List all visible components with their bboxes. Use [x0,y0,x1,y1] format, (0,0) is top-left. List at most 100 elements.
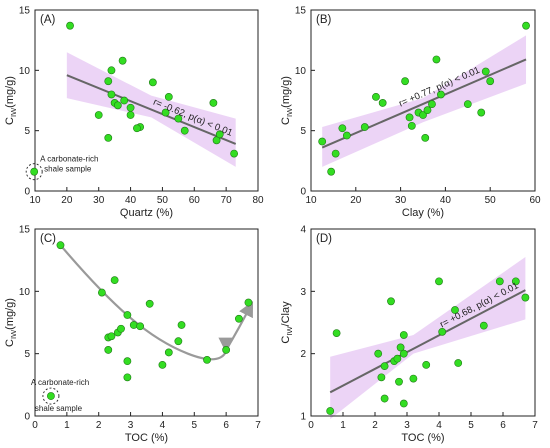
data-point [161,108,170,117]
y-tick-label: 15 [19,225,31,236]
data-point [107,90,116,99]
data-point [244,298,253,307]
y-tick-label: 0 [24,412,30,423]
confidence-band [322,35,527,167]
data-point [120,96,129,105]
outlier-marker-ring [25,163,43,181]
y-axis-label: CIW(mg/g) [280,76,294,125]
plot-frame [310,228,536,417]
data-point [521,293,530,302]
data-point [451,306,459,314]
data-point [423,106,432,115]
trend-arrow-decline [59,244,234,361]
outlier-legend-label: A carbonate-rich [31,378,89,387]
y-axis-label: CIW/Clay [280,301,294,344]
outlier-point [47,392,55,400]
y-axis-label: CIW(mg/g) [4,76,18,125]
y-tick-label: 3 [300,287,306,298]
x-tick-label: 6 [223,420,229,431]
panel-label: (A) [40,14,56,26]
data-point [123,311,132,319]
outlier-legend-label: shale sample [35,404,83,413]
panel-1: 10 20 30 40 50 60 70 80 0 5 10 15 (A) Quartz (%) CIW(m… [4,6,264,220]
data-point [104,134,113,142]
data-point [421,134,430,142]
data-point [393,354,402,363]
x-axis-label: Clay (%) [402,207,444,219]
data-point [407,121,416,130]
y-tick-label: 15 [295,6,307,17]
x-tick-label: 4 [436,420,442,431]
data-point [145,299,154,308]
data-point [123,357,132,366]
x-tick-label: 1 [64,420,70,431]
data-point [409,374,418,383]
outlier-marker-ring [42,387,60,405]
x-tick-label: 7 [255,420,261,431]
data-point [380,362,389,371]
y-tick-label: 10 [19,287,31,298]
x-tick-label: 10 [305,195,317,206]
data-point [117,324,125,333]
plot-frame [34,9,259,192]
data-point [331,149,340,158]
data-point [419,111,427,119]
panel-label: (D) [316,233,332,245]
data-point [94,111,103,119]
x-axis-label: TOC (%) [401,432,444,444]
panel-3: 0 1 2 3 4 5 6 7 0 5 10 15 (C) TOC (%) CIW(mg/g) A carbo… [4,225,261,445]
outlier-legend-label: A carbonate-rich [40,155,98,164]
y-tick-label: 10 [19,66,31,77]
data-point [399,399,408,408]
data-point [395,377,403,386]
x-tick-label: 30 [395,195,407,206]
data-point [164,92,173,101]
regression-line [329,289,526,394]
y-tick-label: 15 [19,6,31,17]
x-tick-label: 5 [468,420,474,431]
y-axis-label: CIW(mg/g) [4,298,18,347]
data-point [104,346,113,354]
outlier-legend-label: shale sample [44,165,92,174]
x-tick-label: 5 [192,420,198,431]
y-tick-label: 1 [300,412,306,423]
x-tick-label: 3 [128,420,134,431]
data-point [511,277,520,286]
data-point [342,131,351,140]
data-point [215,130,224,139]
x-tick-label: 40 [440,195,452,206]
data-point [463,100,472,109]
data-point [104,77,113,86]
data-point [126,103,135,112]
data-point [332,329,341,337]
data-point [56,241,65,250]
data-point [66,21,74,30]
data-point [107,66,116,75]
x-tick-label: 20 [350,195,362,206]
data-point [432,55,441,64]
data-point [164,348,173,357]
data-point [338,124,347,133]
data-point [380,394,389,403]
data-point [118,56,127,65]
y-tick-label: 5 [300,126,306,137]
x-tick-label: 60 [189,195,201,206]
data-point [177,321,186,329]
data-point [318,137,327,146]
data-point [98,288,106,297]
data-point [136,322,145,331]
y-tick-label: 0 [24,187,30,198]
data-point [438,327,447,336]
data-point [481,67,490,76]
data-point [360,123,369,131]
panel-label: (C) [40,233,56,245]
x-tick-label: 20 [61,195,73,206]
data-point [327,167,336,176]
y-tick-label: 4 [300,225,306,236]
data-point [522,21,530,30]
data-point [454,359,463,367]
data-point [180,126,189,135]
x-tick-label: 50 [485,195,497,206]
